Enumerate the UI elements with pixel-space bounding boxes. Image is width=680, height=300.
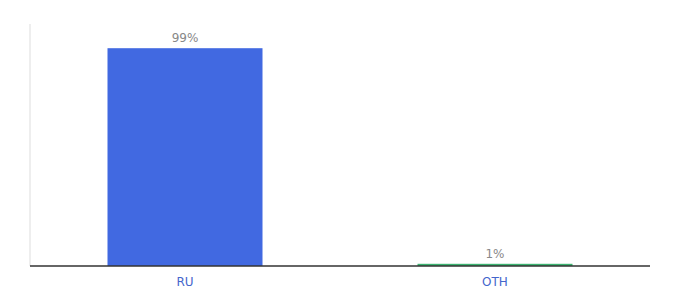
y-axis-line [30, 24, 31, 266]
chart-svg: 99% 1% RU OTH [0, 0, 680, 300]
data-labels: 99% 1% [172, 31, 505, 261]
x-tick-label: RU [176, 275, 193, 289]
chart-container: 99% 1% RU OTH [0, 0, 680, 300]
x-tick-labels: RU OTH [176, 275, 507, 289]
data-label: 1% [485, 247, 504, 261]
x-axis-line [30, 265, 650, 267]
bars [108, 48, 573, 266]
x-tick-label: OTH [482, 275, 508, 289]
data-label: 99% [172, 31, 199, 45]
bar [108, 48, 263, 266]
